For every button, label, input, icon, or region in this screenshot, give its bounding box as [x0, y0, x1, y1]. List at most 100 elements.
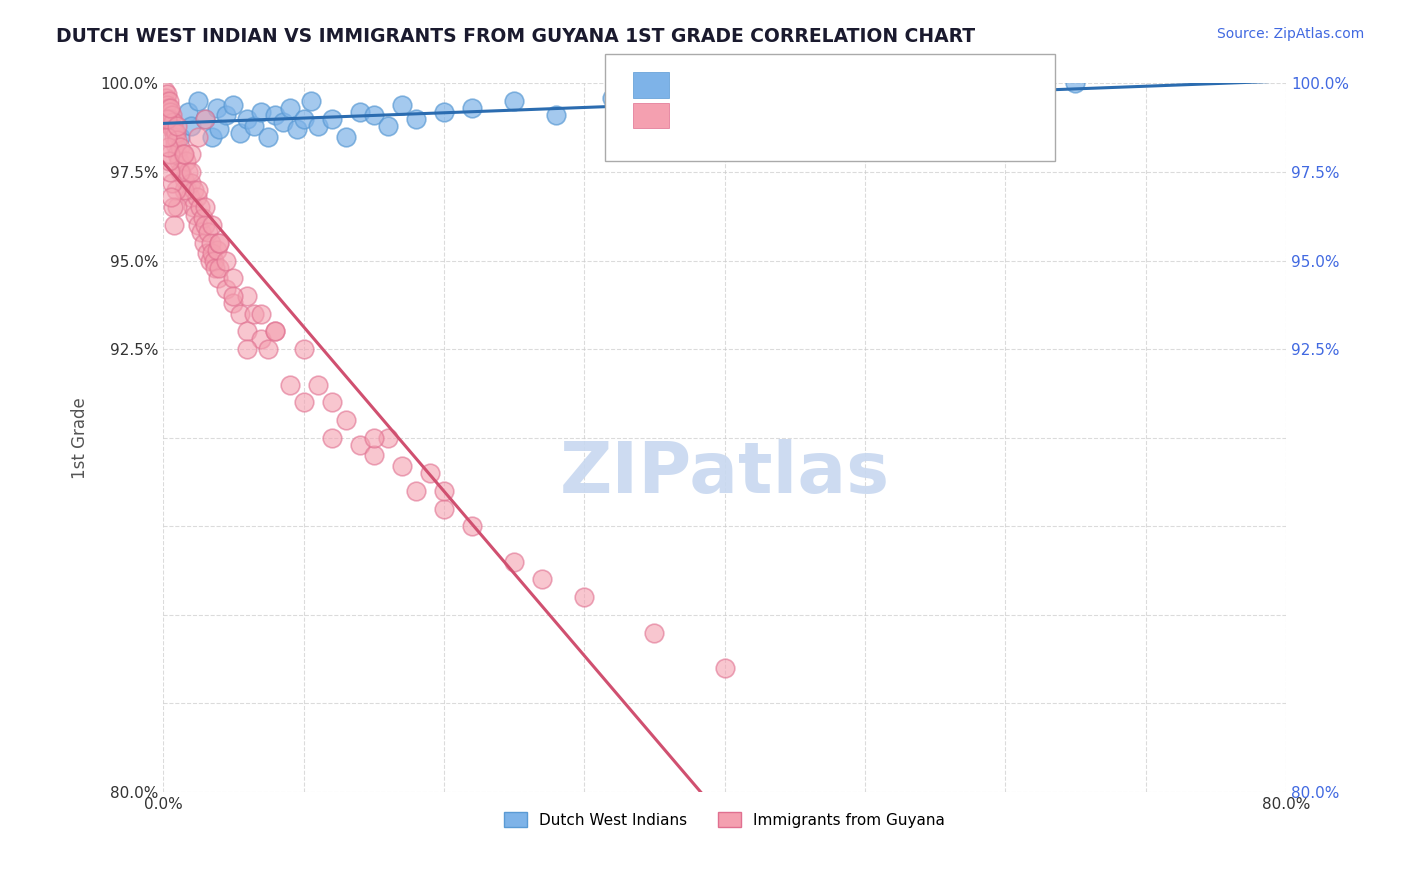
Point	[335, 413, 357, 427]
Text: R =  0.551   N =  38: R = 0.551 N = 38	[672, 77, 839, 95]
Point	[165, 136, 187, 151]
Point	[201, 246, 224, 260]
Point	[166, 201, 188, 215]
Point	[159, 147, 181, 161]
Point	[166, 147, 188, 161]
Point	[160, 176, 183, 190]
Point	[229, 307, 252, 321]
Point	[166, 133, 188, 147]
Point	[160, 190, 183, 204]
Point	[204, 260, 226, 275]
Point	[162, 201, 184, 215]
Point	[405, 112, 427, 126]
Point	[250, 331, 273, 345]
Point	[156, 97, 179, 112]
Point	[222, 289, 245, 303]
Text: DUTCH WEST INDIAN VS IMMIGRANTS FROM GUYANA 1ST GRADE CORRELATION CHART: DUTCH WEST INDIAN VS IMMIGRANTS FROM GUY…	[56, 27, 976, 45]
Y-axis label: 1st Grade: 1st Grade	[72, 397, 89, 479]
Point	[202, 253, 225, 268]
Point	[160, 108, 183, 122]
Point	[546, 108, 568, 122]
Point	[299, 94, 322, 108]
Point	[503, 555, 526, 569]
Point	[186, 190, 208, 204]
Point	[188, 201, 211, 215]
Point	[162, 122, 184, 136]
Point	[222, 97, 245, 112]
Point	[194, 112, 217, 126]
Point	[713, 101, 735, 115]
Point	[250, 104, 273, 119]
Point	[363, 431, 385, 445]
Point	[243, 307, 266, 321]
Point	[159, 101, 181, 115]
Point	[162, 115, 184, 129]
Point	[177, 165, 200, 179]
Point	[292, 395, 315, 409]
Point	[271, 115, 294, 129]
Text: R = -0.443   N =  116: R = -0.443 N = 116	[672, 107, 851, 125]
Point	[349, 104, 371, 119]
Point	[236, 342, 259, 356]
Point	[169, 140, 191, 154]
Point	[278, 101, 301, 115]
Point	[433, 483, 456, 498]
Point	[307, 377, 329, 392]
Point	[503, 94, 526, 108]
Point	[321, 112, 343, 126]
Point	[250, 307, 273, 321]
Point	[853, 94, 876, 108]
Point	[155, 90, 177, 104]
Point	[433, 501, 456, 516]
Point	[307, 119, 329, 133]
Point	[172, 147, 194, 161]
Point	[180, 119, 202, 133]
Point	[433, 104, 456, 119]
Point	[167, 154, 190, 169]
Point	[257, 129, 280, 144]
Point	[201, 218, 224, 232]
Point	[180, 176, 202, 190]
Point	[187, 218, 209, 232]
Point	[264, 325, 287, 339]
Point	[169, 165, 191, 179]
Text: ZIPatlas: ZIPatlas	[560, 439, 890, 508]
Point	[236, 112, 259, 126]
Text: Source: ZipAtlas.com: Source: ZipAtlas.com	[1216, 27, 1364, 41]
Point	[264, 108, 287, 122]
Point	[377, 119, 399, 133]
Point	[187, 129, 209, 144]
Point	[159, 104, 181, 119]
Point	[169, 129, 191, 144]
Point	[163, 218, 186, 232]
Point	[201, 129, 224, 144]
Point	[165, 183, 187, 197]
Point	[163, 129, 186, 144]
Point	[193, 235, 215, 250]
Point	[349, 438, 371, 452]
Point	[180, 147, 202, 161]
Point	[157, 101, 180, 115]
Point	[1064, 77, 1087, 91]
Point	[461, 519, 484, 533]
Point	[173, 147, 195, 161]
Point	[166, 119, 188, 133]
Point	[156, 87, 179, 101]
Point	[531, 573, 554, 587]
Point	[321, 431, 343, 445]
Point	[179, 190, 201, 204]
Point	[194, 218, 217, 232]
Point	[177, 104, 200, 119]
Point	[285, 122, 308, 136]
Point	[243, 119, 266, 133]
Point	[160, 119, 183, 133]
Point	[335, 129, 357, 144]
Point	[181, 201, 204, 215]
Point	[183, 183, 205, 197]
Point	[173, 183, 195, 197]
Point	[159, 112, 181, 126]
Point	[222, 271, 245, 285]
Point	[363, 108, 385, 122]
Point	[419, 466, 441, 480]
Point	[174, 154, 197, 169]
